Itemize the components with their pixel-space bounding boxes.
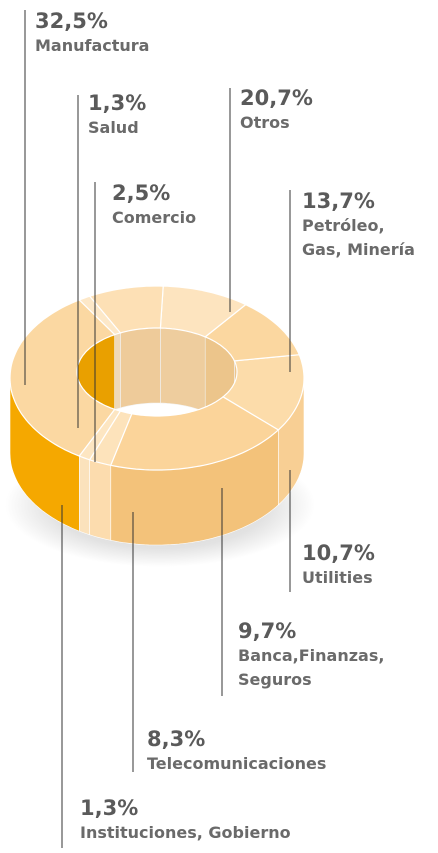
category-label: Otros xyxy=(240,113,290,132)
slice xyxy=(159,285,247,338)
slice-side xyxy=(79,455,90,536)
slice-label: 1,3% Salud xyxy=(88,90,146,140)
value-label: 32,5% xyxy=(35,9,108,33)
value-label: 8,3% xyxy=(147,727,206,751)
slice xyxy=(222,354,305,431)
slice xyxy=(78,408,122,461)
value-label: 13,7% xyxy=(302,189,375,213)
category-label: Comercio xyxy=(112,208,197,227)
category-label: Petróleo, Gas, Minería xyxy=(302,216,415,259)
slice-label: 32,5% Manufactura xyxy=(35,8,149,58)
slice xyxy=(88,285,164,334)
value-label: 1,3% xyxy=(88,91,147,115)
slice-label: 8,3% Telecomunicaciones xyxy=(147,726,326,776)
slice-label: 2,5% Comercio xyxy=(112,180,196,230)
slice-label: 1,3% Instituciones, Gobierno xyxy=(80,795,291,845)
slice-label: 10,7% Utilities xyxy=(302,540,375,590)
slice xyxy=(88,410,133,466)
value-label: 1,3% xyxy=(80,796,139,820)
slice-label: 13,7% Petróleo, Gas, Minería xyxy=(302,188,415,262)
category-label: Instituciones, Gobierno xyxy=(80,823,291,842)
category-label: Banca,Finanzas, Seguros xyxy=(238,646,385,689)
category-label: Telecomunicaciones xyxy=(147,754,327,773)
value-label: 10,7% xyxy=(302,541,375,565)
value-label: 9,7% xyxy=(238,619,297,643)
slice xyxy=(109,396,280,471)
slice xyxy=(78,295,122,336)
slice-inner-wall xyxy=(160,327,206,413)
category-label: Manufactura xyxy=(35,36,150,55)
category-label: Salud xyxy=(88,118,139,137)
category-label: Utilities xyxy=(302,568,373,587)
slice-label: 9,7% Banca,Finanzas, Seguros xyxy=(238,618,384,692)
slice-side xyxy=(89,459,112,541)
slice-label: 20,7% Otros xyxy=(240,85,313,135)
slice-inner-wall xyxy=(114,332,121,410)
value-label: 20,7% xyxy=(240,86,313,110)
slice-inner-wall xyxy=(120,327,161,409)
value-label: 2,5% xyxy=(112,181,171,205)
